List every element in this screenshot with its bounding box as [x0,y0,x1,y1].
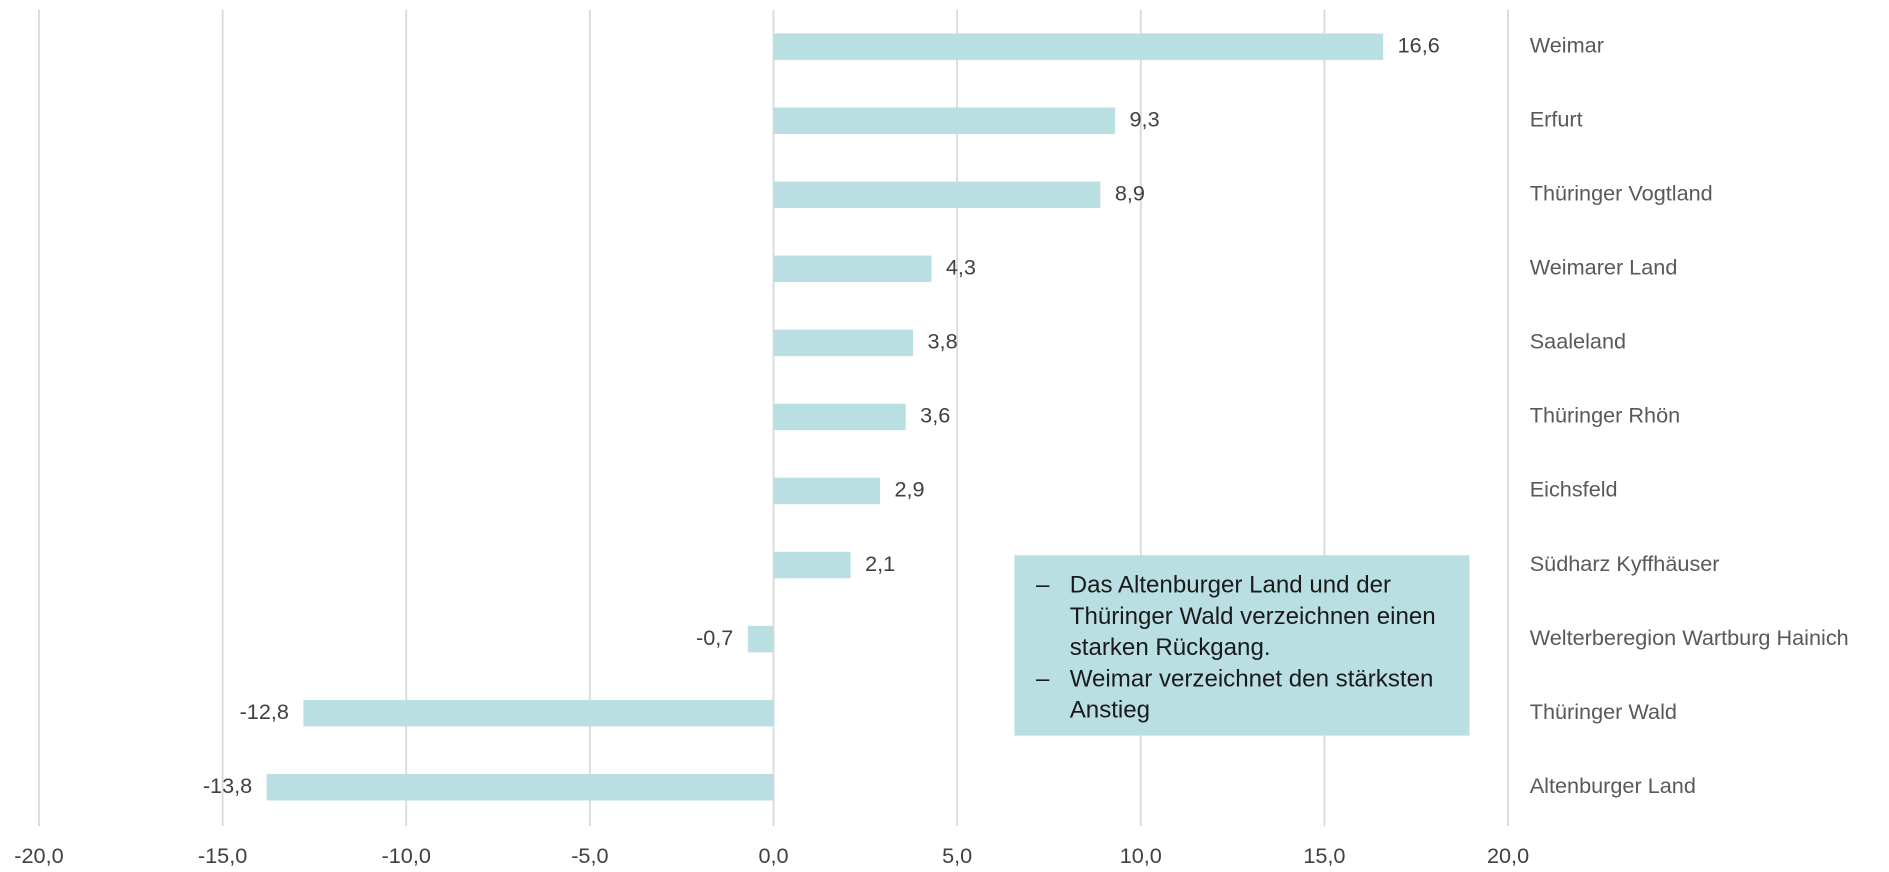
annotation-item: Weimar verzeichnet den stärksten Anstieg [1036,663,1445,726]
x-tick-label: 5,0 [942,843,972,867]
bar [773,33,1384,60]
value-label: 4,3 [946,255,976,280]
value-label: -13,8 [203,773,252,798]
x-tick-label: 15,0 [1303,843,1345,867]
value-label: 8,9 [1115,180,1145,205]
category-label: Weimarer Land [1530,255,1678,280]
value-label: 9,3 [1130,106,1160,131]
category-label: Südharz Kyffhäuser [1530,551,1720,576]
x-tick-label: -10,0 [382,843,431,867]
x-tick-label: 0,0 [758,843,788,867]
category-label: Eichsfeld [1530,477,1618,502]
value-label: 2,9 [894,477,924,502]
category-label: Thüringer Wald [1530,699,1677,724]
bar [773,329,914,357]
x-tick-label: -20,0 [14,843,63,867]
annotation-item: Das Altenburger Land und der Thüringer W… [1036,570,1445,664]
category-label: Welterberegion Wartburg Hainich [1530,625,1849,650]
value-label: -0,7 [696,625,733,650]
value-label: 3,8 [928,329,958,354]
category-label: Erfurt [1530,106,1583,131]
value-label: 2,1 [865,551,895,576]
category-label: Thüringer Rhön [1530,403,1680,428]
bar [773,403,906,431]
bar [266,773,774,801]
bar [773,255,932,283]
value-label: 3,6 [920,403,950,428]
x-tick-label: 20,0 [1487,843,1529,867]
x-tick-label: -15,0 [198,843,247,867]
value-label: -12,8 [240,699,289,724]
bar [773,477,881,505]
annotation-list: Das Altenburger Land und der Thüringer W… [1036,570,1445,727]
bar [773,551,851,579]
value-label: 16,6 [1398,32,1440,57]
bar [747,625,774,653]
x-tick-label: 10,0 [1120,843,1162,867]
bar [303,699,774,727]
annotation: Das Altenburger Land und der Thüringer W… [1014,555,1470,736]
category-label: Thüringer Vogtland [1530,180,1713,205]
category-label: Altenburger Land [1530,773,1696,798]
bar [773,181,1101,209]
category-label: Weimar [1530,32,1604,57]
annotation-box: Das Altenburger Land und der Thüringer W… [1014,555,1469,736]
category-label: Saaleland [1530,329,1626,354]
x-tick-label: -5,0 [571,843,608,867]
bar [773,107,1116,134]
